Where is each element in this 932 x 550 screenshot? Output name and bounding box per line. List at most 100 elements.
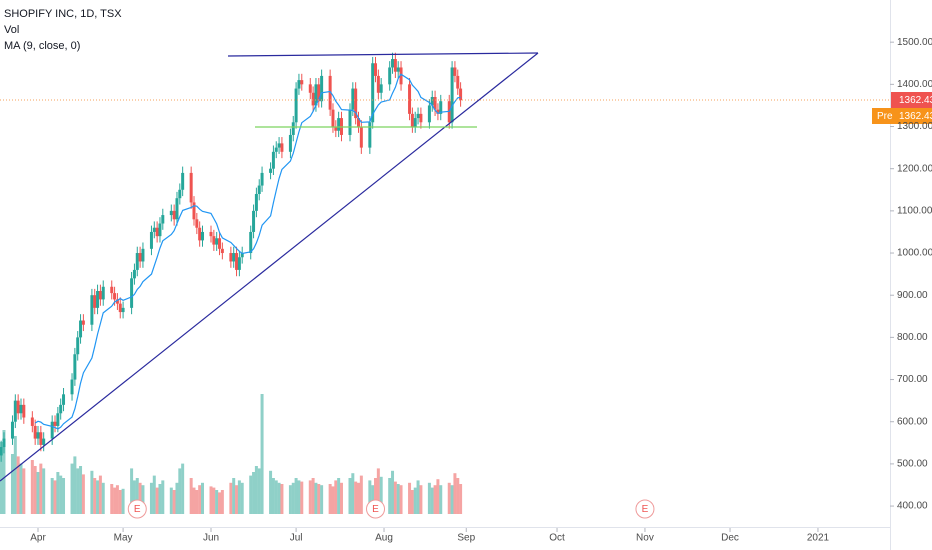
volume-bar — [73, 456, 77, 514]
volume-bar — [138, 482, 142, 514]
volume-bar — [19, 463, 23, 514]
y-tick-label: 1500.00 — [897, 37, 932, 48]
candle-body — [70, 379, 74, 395]
candle-body — [195, 219, 199, 228]
volume-bar — [240, 482, 244, 514]
candle-body — [311, 92, 315, 106]
trend-line-top[interactable] — [227, 52, 539, 57]
volume-bar — [427, 482, 431, 514]
x-tick-label: Dec — [721, 533, 739, 544]
volume-bar — [396, 484, 400, 514]
volume-bar — [269, 470, 273, 514]
y-tick-label: 900.00 — [897, 290, 928, 301]
volume-bar — [115, 485, 119, 514]
volume-bar — [331, 486, 335, 514]
volume-bar — [459, 484, 463, 514]
candle-body — [348, 109, 352, 135]
candle-body — [169, 210, 173, 216]
candle-body — [209, 231, 213, 237]
ma-line — [34, 73, 461, 430]
candle-body — [408, 84, 412, 114]
volume-bar — [274, 480, 278, 514]
volume-bar — [13, 436, 17, 514]
candle-body — [317, 84, 321, 102]
volume-bar — [59, 475, 63, 514]
volume-bar — [101, 482, 105, 514]
volume-bar — [351, 473, 355, 514]
volume-bar — [152, 475, 156, 514]
volume-bar — [354, 481, 358, 514]
candle-body — [189, 172, 193, 203]
candle-body — [320, 75, 324, 102]
volume-bar — [416, 480, 420, 514]
volume-bar — [430, 487, 434, 514]
candle-body — [10, 421, 14, 439]
candle-body — [297, 80, 301, 89]
candle-body — [53, 421, 57, 426]
volume-bar — [294, 478, 298, 514]
volume-bar — [192, 487, 196, 514]
volume-bar — [36, 472, 40, 514]
volume-bar — [212, 487, 216, 514]
volume-bar — [161, 480, 165, 514]
volume-bar — [98, 475, 102, 514]
volume-bar — [215, 490, 219, 514]
candle-body — [33, 425, 37, 439]
earnings-marker[interactable]: E — [127, 499, 147, 519]
symbol-title[interactable]: SHOPIFY INC, 1D, TSX — [4, 8, 122, 20]
trend-line-bottom[interactable] — [0, 52, 539, 482]
candle-body — [155, 227, 159, 237]
candle-body — [178, 189, 182, 199]
candle-body — [192, 202, 196, 220]
candle-body — [149, 231, 153, 249]
candle-body — [277, 143, 281, 148]
candle-body — [391, 59, 395, 68]
candle-body — [132, 269, 136, 279]
y-tick-label: 1000.00 — [897, 248, 932, 259]
earnings-marker[interactable]: E — [635, 499, 655, 519]
candle-body — [138, 253, 142, 262]
candle-body — [76, 337, 80, 355]
volume-bar — [368, 480, 372, 514]
ma-legend[interactable]: MA (9, close, 0) — [4, 40, 80, 52]
candle-body — [96, 290, 100, 308]
volume-bar — [218, 492, 222, 514]
volume-bar — [16, 456, 20, 514]
candle-body — [172, 210, 176, 220]
candle-body — [73, 354, 77, 380]
candle-body — [280, 143, 284, 152]
volume-bar — [379, 476, 383, 514]
earnings-marker[interactable]: E — [366, 499, 386, 519]
candle-body — [115, 299, 119, 304]
volume-bar — [237, 480, 241, 514]
volume-bar — [209, 486, 213, 514]
candle-body — [175, 198, 179, 220]
volume-bar — [399, 485, 403, 514]
volume-bar — [93, 478, 97, 514]
candle-body — [81, 320, 85, 325]
y-tick-label: 1200.00 — [897, 163, 932, 174]
candle-body — [334, 126, 338, 131]
volume-bar — [317, 484, 321, 514]
volume-bar — [62, 478, 66, 514]
volume-bar — [149, 482, 153, 514]
volume-bar — [132, 480, 136, 514]
volume-bar — [70, 463, 74, 514]
volume-legend[interactable]: Vol — [4, 24, 19, 36]
volume-bar — [334, 480, 338, 514]
volume-bar — [130, 468, 134, 514]
volume-bar — [232, 478, 236, 514]
candle-body — [436, 109, 440, 114]
volume-bar — [110, 484, 114, 514]
volume-bar — [311, 478, 315, 514]
candle-body — [368, 122, 372, 148]
candle-body — [56, 413, 60, 426]
volume-bar — [297, 480, 301, 514]
volume-bar — [79, 466, 83, 514]
volume-bar — [135, 478, 139, 514]
volume-bar — [359, 475, 363, 514]
volume-bar — [39, 463, 43, 514]
candle-body — [212, 236, 216, 245]
candle-body — [331, 109, 335, 127]
volume-bar — [410, 490, 414, 514]
